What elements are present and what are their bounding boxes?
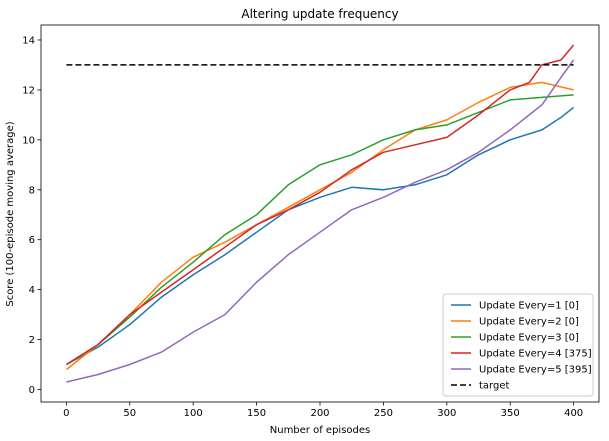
y-tick-label-1: 2 — [29, 335, 35, 346]
series-line-2 — [65, 81, 574, 371]
y-tick-label-2: 4 — [29, 285, 35, 296]
x-tick-label-2: 100 — [184, 408, 203, 419]
legend-box — [442, 293, 594, 397]
x-tick-label-5: 250 — [374, 408, 393, 419]
series-line-1 — [66, 106, 575, 366]
chart-title: Altering update frequency — [241, 7, 398, 21]
legend: Update Every=1 [0] Update Every=2 [0] Upda… — [442, 293, 594, 397]
y-tick-label-0: 0 — [29, 385, 35, 396]
y-axis: 0 2 4 6 8 10 12 14 — [22, 35, 41, 396]
y-tick-label-6: 12 — [22, 85, 35, 96]
legend-label-4: Update Every=4 [375] — [479, 349, 592, 360]
y-tick-label-7: 14 — [22, 35, 35, 46]
x-tick-label-1: 50 — [123, 408, 136, 419]
legend-label-6: target — [479, 381, 509, 392]
x-tick-label-6: 300 — [437, 408, 456, 419]
y-tick-label-4: 8 — [29, 185, 35, 196]
legend-label-3: Update Every=3 [0] — [479, 333, 579, 344]
x-tick-label-7: 350 — [501, 408, 520, 419]
x-tick-label-0: 0 — [63, 408, 69, 419]
x-axis: 0 50 100 150 200 250 300 350 400 — [63, 402, 583, 419]
y-axis-label: Score (100-episode moving average) — [5, 121, 16, 306]
y-tick-label-5: 10 — [22, 135, 35, 146]
x-tick-label-8: 400 — [564, 408, 583, 419]
series-line-4 — [66, 44, 575, 366]
y-tick-label-3: 6 — [29, 235, 35, 246]
x-tick-label-3: 150 — [247, 408, 266, 419]
series-line-5 — [66, 59, 575, 383]
legend-label-1: Update Every=1 [0] — [479, 301, 579, 312]
legend-label-5: Update Every=5 [395] — [479, 365, 592, 376]
x-tick-label-4: 200 — [310, 408, 329, 419]
legend-label-2: Update Every=2 [0] — [479, 317, 579, 328]
series-line-3 — [66, 94, 574, 366]
x-axis-label: Number of episodes — [270, 425, 370, 436]
plot-area — [40, 24, 600, 403]
